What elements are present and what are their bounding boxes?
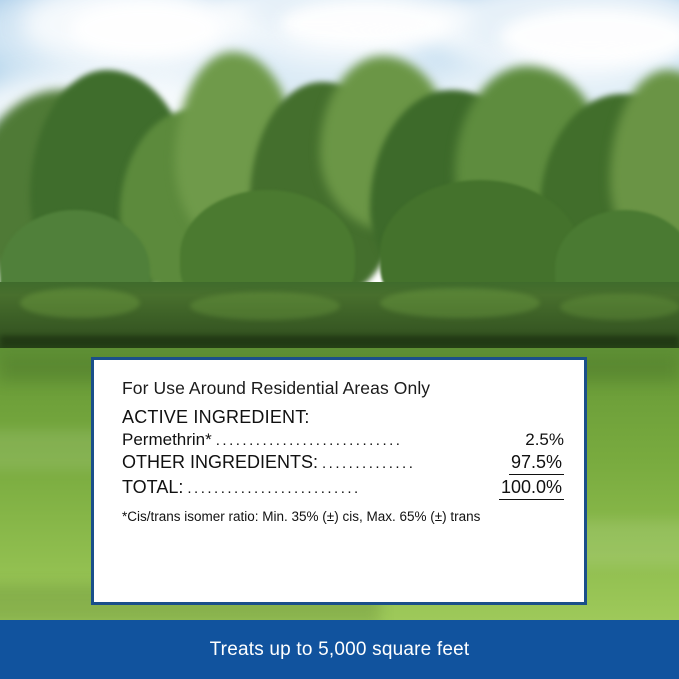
ingredient-name: Permethrin*: [122, 430, 212, 449]
label-title: For Use Around Residential Areas Only: [122, 378, 431, 398]
tree-line: [0, 52, 679, 330]
ingredient-label-panel: For Use Around Residential Areas Only AC…: [91, 357, 587, 605]
active-ingredient-heading: ACTIVE INGREDIENT:: [122, 407, 310, 427]
ingredient-value: 100.0%: [498, 477, 564, 500]
ingredient-row: OTHER INGREDIENTS: .............. 97.5%: [122, 452, 564, 475]
leader-dots: ............................: [215, 432, 403, 449]
ingredient-value: 97.5%: [508, 452, 564, 475]
ingredient-row: Permethrin* ............................…: [122, 430, 564, 450]
ingredient-name: OTHER INGREDIENTS:: [122, 452, 319, 472]
coverage-banner: Treats up to 5,000 square feet: [0, 620, 679, 679]
cloud-icon: [500, 8, 679, 66]
hedge-texture: [190, 292, 340, 320]
hedge-texture: [560, 294, 679, 320]
hedge-texture: [20, 288, 140, 318]
hedge-texture: [380, 288, 540, 318]
ingredient-row: TOTAL: .......................... 100.0%: [122, 477, 564, 500]
leader-dots: ..............: [322, 455, 416, 472]
footnote: *Cis/trans isomer ratio: Min. 35% (±) ci…: [122, 509, 481, 524]
cloud-icon: [70, 2, 220, 56]
ingredient-value: 2.5%: [525, 430, 564, 449]
coverage-text: Treats up to 5,000 square feet: [209, 638, 470, 660]
ingredient-name: TOTAL:: [122, 477, 184, 497]
leader-dots: ..........................: [187, 480, 361, 497]
